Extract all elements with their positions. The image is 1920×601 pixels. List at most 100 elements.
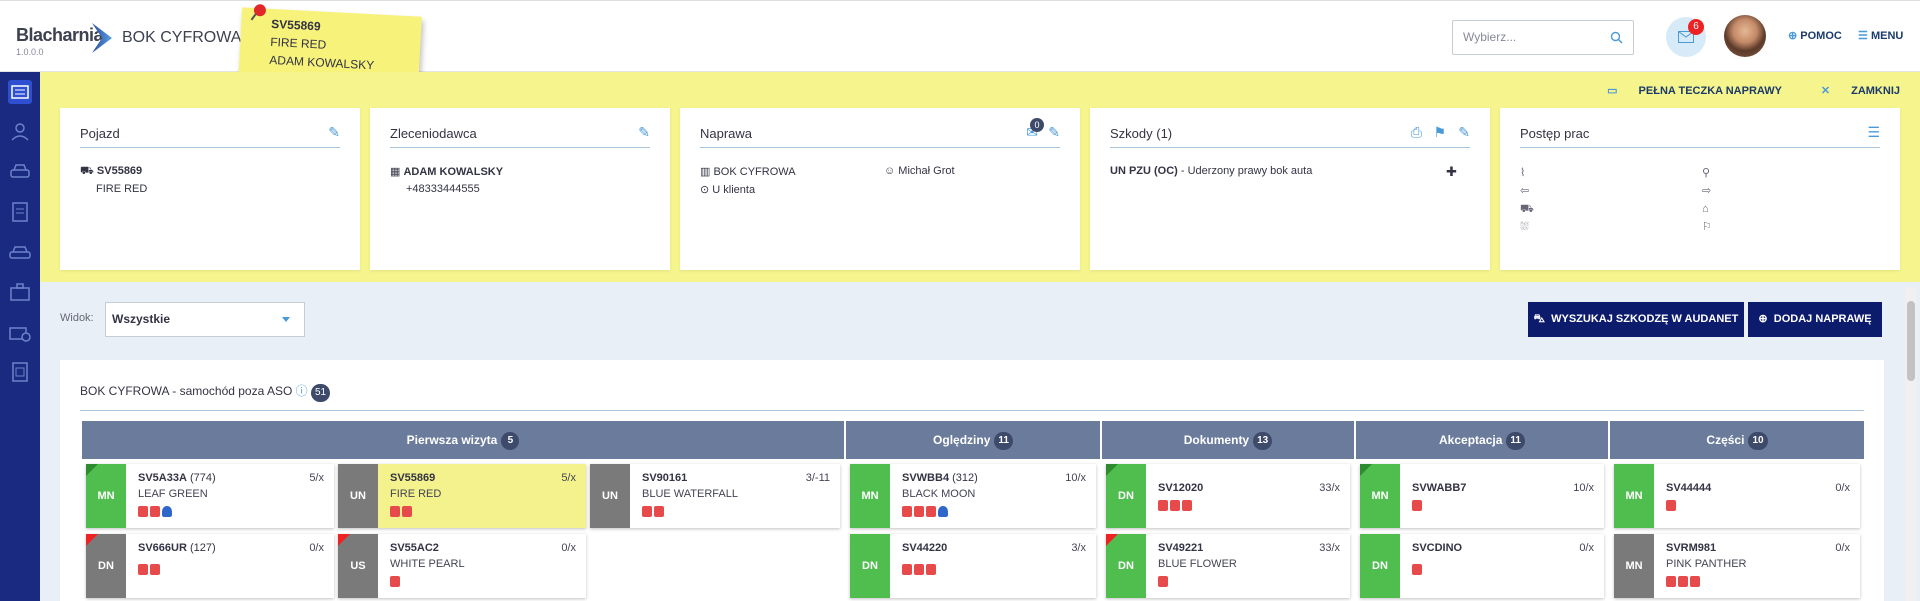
tile-corner-marker bbox=[1360, 464, 1372, 476]
repair-tile[interactable]: MN SV5A33A (774) LEAF GREEN 5/x bbox=[86, 464, 334, 528]
tile-icons bbox=[138, 504, 174, 518]
repair-tile[interactable]: MN SVRM981 PINK PANTHER 0/x bbox=[1614, 534, 1860, 598]
sticky-note[interactable]: SV55869 FIRE RED ADAM KOWALSKY bbox=[238, 4, 422, 92]
view-select-value: Wszystkie bbox=[112, 312, 171, 326]
search-input[interactable]: Wybierz... bbox=[1452, 20, 1634, 55]
edit-icon[interactable]: ✎ bbox=[1048, 124, 1060, 140]
column-first-visit: Pierwsza wizyta 5 bbox=[82, 421, 844, 459]
cars-icon[interactable] bbox=[8, 240, 32, 264]
progress-icons-left: ⌇ ⇦ ⛟ ⛆ bbox=[1520, 164, 1534, 236]
tile-reg: SV55AC2 bbox=[390, 542, 439, 554]
factory-icon: ▥ bbox=[700, 166, 711, 178]
repair-tile[interactable]: DN SV44220 3/x bbox=[850, 534, 1096, 598]
list-icon[interactable] bbox=[8, 80, 32, 104]
car-small-icon: ⛟ bbox=[80, 165, 94, 177]
tile-reg-value: SV90161 bbox=[642, 472, 688, 484]
tile-reg: SV666UR (127) bbox=[138, 542, 216, 554]
repair-location-value: BOK CYFROWA bbox=[713, 166, 796, 178]
tile-reg-value: SVCDINO bbox=[1412, 542, 1463, 554]
help-link[interactable]: ⊕ POMOC bbox=[1788, 29, 1842, 42]
car-icon[interactable] bbox=[8, 160, 32, 184]
tile-ratio: 5/x bbox=[309, 472, 324, 484]
tile-reg: SV12020 bbox=[1158, 482, 1203, 494]
damage-card-header: Szkody (1) ⎙ ⚑ ✎ bbox=[1110, 124, 1470, 148]
board-title-text: BOK CYFROWA - samochód poza ASO bbox=[80, 384, 293, 398]
repair-tile[interactable]: MN SVWABB7 10/x bbox=[1360, 464, 1604, 528]
arrow-right-icon: ⇨ bbox=[1702, 185, 1712, 197]
briefcase-clock-icon[interactable] bbox=[8, 320, 32, 344]
info-icon[interactable]: ⓘ bbox=[295, 384, 308, 398]
edit-icon[interactable]: ✎ bbox=[638, 124, 650, 140]
chevron-down-icon bbox=[282, 317, 290, 322]
notifications-button[interactable]: 6 bbox=[1666, 17, 1706, 57]
spade-icon bbox=[162, 506, 172, 517]
tile-icons bbox=[1412, 562, 1424, 576]
tile-reg: SVCDINO bbox=[1412, 542, 1462, 554]
scrollbar-thumb[interactable] bbox=[1907, 301, 1915, 381]
repair-tile[interactable]: DN SVCDINO 0/x bbox=[1360, 534, 1604, 598]
tile-reg-value: SV49221 bbox=[1158, 542, 1204, 554]
tile-corner-marker bbox=[1106, 534, 1118, 546]
tile-corner-marker bbox=[338, 534, 350, 546]
tile-code: UN bbox=[590, 464, 630, 528]
document-icon[interactable] bbox=[8, 200, 32, 224]
page-scrollbar[interactable] bbox=[1905, 287, 1917, 601]
tile-subtitle: BLUE WATERFALL bbox=[642, 488, 738, 500]
pin-icon bbox=[250, 4, 266, 21]
progress-card-title: Postęp prac bbox=[1520, 126, 1590, 141]
tile-reg-value: SV666UR bbox=[138, 542, 187, 554]
repair-tile[interactable]: DN SV666UR (127) 0/x bbox=[86, 534, 334, 598]
clipboard-icon bbox=[150, 506, 160, 517]
clipboard-icon bbox=[1666, 500, 1676, 511]
column-acceptance: Akceptacja 11 bbox=[1356, 421, 1608, 459]
user-icon: ☺ bbox=[884, 165, 896, 177]
tile-reg: SVWBB4 (312) bbox=[902, 472, 978, 484]
column-documents: Dokumenty 13 bbox=[1102, 421, 1354, 459]
repair-tile[interactable]: UN SV90161 BLUE WATERFALL 3/-11 bbox=[590, 464, 840, 528]
damage-desc: - Uderzony prawy bok auta bbox=[1177, 165, 1313, 177]
car-wash-icon: ⛆ bbox=[1520, 221, 1529, 233]
repair-tile[interactable]: MN SV44444 0/x bbox=[1614, 464, 1860, 528]
menu-button[interactable]: ☰ MENU bbox=[1858, 29, 1903, 42]
checklist-icon[interactable]: ☰ bbox=[1867, 124, 1880, 140]
clipboard-icon bbox=[914, 506, 924, 517]
full-folder-link[interactable]: ▭ PEŁNA TECZKA NAPRAWY bbox=[1589, 85, 1782, 97]
tile-ratio: 0/x bbox=[309, 542, 324, 554]
tile-icons bbox=[390, 504, 414, 518]
repair-card-header: Naprawa ✉ 0 ✎ bbox=[700, 118, 1060, 148]
search-icon bbox=[1610, 31, 1623, 44]
edit-icon[interactable]: ✎ bbox=[1458, 124, 1470, 140]
app-logo[interactable]: Blacharnia 1.0.0.0 bbox=[16, 23, 112, 57]
add-repair-button[interactable]: ⊕ DODAJ NAPRAWĘ bbox=[1748, 302, 1882, 337]
puzzle-icon: ✚ bbox=[1446, 164, 1457, 179]
repair-tile[interactable]: UN SV55869 FIRE RED 5/x bbox=[338, 464, 586, 528]
repair-tile[interactable]: MN SVWBB4 (312) BLACK MOON 10/x bbox=[850, 464, 1096, 528]
repair-tile[interactable]: DN SV12020 33/x bbox=[1106, 464, 1350, 528]
users-icon[interactable] bbox=[8, 120, 32, 144]
flag-icon[interactable]: ⚑ bbox=[1433, 124, 1446, 140]
repair-tile[interactable]: US SV55AC2 WHITE PEARL 0/x bbox=[338, 534, 586, 598]
avatar[interactable] bbox=[1724, 15, 1766, 57]
view-select[interactable]: Wszystkie bbox=[105, 302, 305, 337]
tile-reg-value: SV55869 bbox=[390, 472, 436, 484]
client-name-value: ADAM KOWALSKY bbox=[403, 166, 504, 178]
folder-icon: ▭ bbox=[1607, 85, 1618, 97]
report-icon[interactable] bbox=[8, 360, 32, 384]
column-parts: Części 10 bbox=[1610, 421, 1864, 459]
tile-ratio: 33/x bbox=[1319, 542, 1340, 554]
briefcase-icon[interactable] bbox=[8, 280, 32, 304]
tile-reg-value: SV44444 bbox=[1666, 482, 1712, 494]
edit-icon[interactable]: ✎ bbox=[328, 124, 340, 140]
logo-name: Blacharnia bbox=[16, 25, 104, 45]
repair-tile[interactable]: DN SV49221 BLUE FLOWER 33/x bbox=[1106, 534, 1350, 598]
repair-card-title: Naprawa bbox=[700, 126, 753, 141]
damage-entry[interactable]: UN PZU (OC) - Uderzony prawy bok auta bbox=[1110, 165, 1312, 177]
app-title: BOK CYFROWA bbox=[122, 29, 242, 46]
tile-code: MN bbox=[1614, 534, 1654, 598]
mail-icon[interactable]: ✉ bbox=[1026, 124, 1038, 140]
search-audanet-button[interactable]: ⛍ WYSZUKAJ SZKODZĘ W AUDANET bbox=[1528, 302, 1744, 337]
close-link[interactable]: ✕ ZAMKNIJ bbox=[1803, 85, 1900, 97]
print-icon[interactable]: ⎙ bbox=[1410, 124, 1422, 140]
crown-icon bbox=[938, 506, 948, 517]
repair-person-value: Michał Grot bbox=[898, 165, 955, 177]
